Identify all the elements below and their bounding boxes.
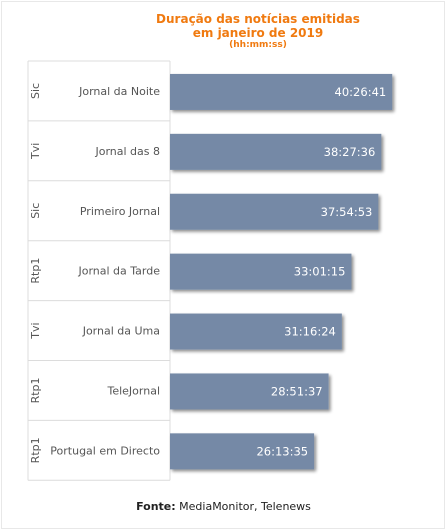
chart-title-line-2: em janeiro de 2019 xyxy=(192,26,324,40)
group-label: Tvi xyxy=(29,143,42,160)
category-label: Primeiro Jornal xyxy=(80,205,160,218)
category-label: Jornal da Uma xyxy=(82,325,160,338)
labels-layer: 40:26:41 Jornal da Noite Sic 38:27:36 Jornal… xyxy=(29,83,386,463)
category-grid xyxy=(27,60,171,481)
bar xyxy=(170,373,329,410)
bars-layer xyxy=(170,73,393,470)
bar-value-label: 33:01:15 xyxy=(294,265,346,279)
bar xyxy=(170,193,379,230)
bar xyxy=(170,253,352,290)
category-label: TeleJornal xyxy=(106,384,160,397)
chart-title-line-1: Duração das notícias emitidas xyxy=(156,12,360,26)
bar-value-label: 28:51:37 xyxy=(271,384,323,398)
group-label: Sic xyxy=(29,83,42,99)
category-label: Jornal das 8 xyxy=(94,145,160,158)
category-label: Jornal da Noite xyxy=(78,85,160,98)
group-label: Sic xyxy=(29,203,42,219)
bar-value-label: 38:27:36 xyxy=(324,145,376,159)
chart-subtitle: (hh:mm:ss) xyxy=(229,40,287,50)
category-label: Jornal da Tarde xyxy=(77,265,160,278)
source-label: Fonte: xyxy=(136,500,176,513)
bar-value-label: 31:16:24 xyxy=(284,325,336,339)
source-text: MediaMonitor, Telenews xyxy=(175,500,311,513)
source-note: Fonte: MediaMonitor, Telenews xyxy=(0,500,447,513)
bar-value-label: 26:13:35 xyxy=(256,444,308,458)
chart-title-block: Duração das notícias emitidas em janeiro… xyxy=(150,12,366,51)
bar xyxy=(170,73,393,110)
group-label: Rtp1 xyxy=(29,437,42,463)
category-label: Portugal em Directo xyxy=(50,444,160,457)
bar-value-label: 37:54:53 xyxy=(321,205,373,219)
group-label: Rtp1 xyxy=(29,377,42,403)
bar xyxy=(170,133,382,170)
group-label: Rtp1 xyxy=(29,258,42,284)
bar-value-label: 40:26:41 xyxy=(335,85,387,99)
group-label: Tvi xyxy=(29,322,42,339)
bar xyxy=(170,313,342,350)
bar xyxy=(170,433,315,470)
